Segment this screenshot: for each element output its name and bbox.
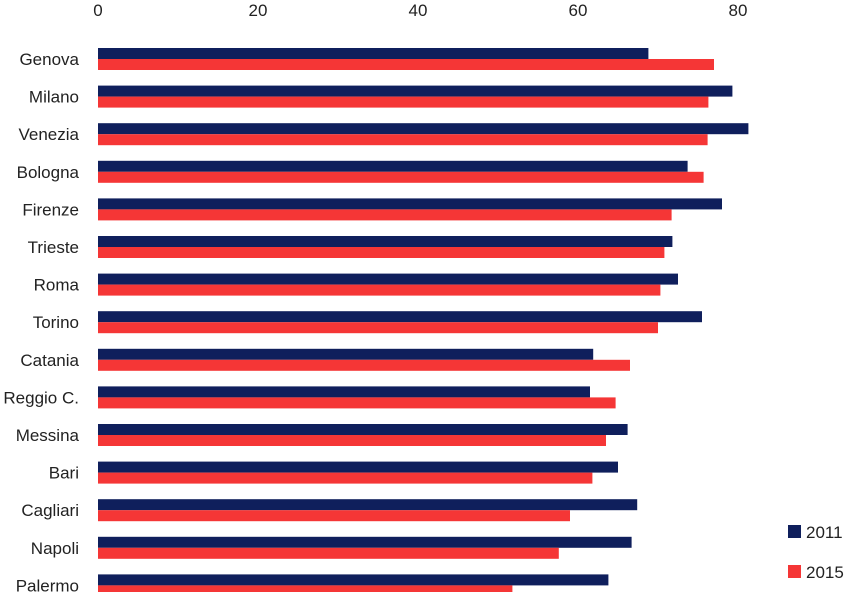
bar-2011 [98,536,632,548]
category-label: Messina [16,426,80,445]
bar-2015 [98,547,559,559]
bar-2011 [98,123,749,135]
bar-2015 [98,585,513,592]
bar-2011 [98,48,649,59]
category-label: Reggio C. [3,388,79,407]
legend-swatch-2011 [788,525,801,538]
bar-2011 [98,85,733,97]
category-label: Napoli [31,539,79,558]
bar-2015 [98,96,709,108]
bar-2015 [98,209,672,221]
bar-2011 [98,499,638,511]
category-label: Milano [29,88,79,107]
bar-2011 [98,236,673,247]
category-label: Catania [20,351,79,370]
bar-2011 [98,311,702,323]
category-label: Venezia [19,125,80,144]
bar-2011 [98,160,688,172]
x-axis-ticks: 0 20 40 60 80 [93,1,747,20]
x-tick-label: 40 [409,1,428,20]
category-label: Firenze [22,200,79,219]
legend-label-2011: 2011 [806,523,843,542]
legend-label-2015: 2015 [806,563,844,582]
bars [98,48,749,592]
legend: 2011 2015 [788,523,844,582]
x-tick-label: 60 [569,1,588,20]
bar-2011 [98,424,628,435]
bar-2015 [98,284,661,296]
category-label: Genova [19,50,79,69]
legend-swatch-2015 [788,565,801,578]
bar-2015 [98,359,630,371]
bar-2015 [98,510,570,522]
category-label: Torino [33,313,79,332]
bar-2015 [98,171,704,183]
category-labels: Genova Milano Venezia Bologna Firenze Trieste… [3,50,79,592]
x-tick-label: 20 [249,1,268,20]
x-tick-label: 0 [93,1,102,20]
bar-2015 [98,435,606,446]
category-label: Bari [49,464,79,483]
bar-2011 [98,574,609,586]
bar-2015 [98,59,714,70]
bar-2015 [98,397,616,409]
bar-2011 [98,386,590,398]
x-tick-label: 80 [729,1,748,20]
category-label: Roma [34,276,80,295]
bar-2015 [98,134,708,146]
category-label: Bologna [17,163,80,182]
category-label: Trieste [28,238,79,257]
bar-2015 [98,472,593,484]
bar-2011 [98,461,618,473]
bar-2015 [98,247,665,258]
bar-2011 [98,198,722,210]
category-label: Cagliari [21,501,79,520]
category-label: Palermo [16,576,79,592]
bar-2011 [98,273,678,285]
bar-2015 [98,322,658,334]
bar-2011 [98,348,594,360]
